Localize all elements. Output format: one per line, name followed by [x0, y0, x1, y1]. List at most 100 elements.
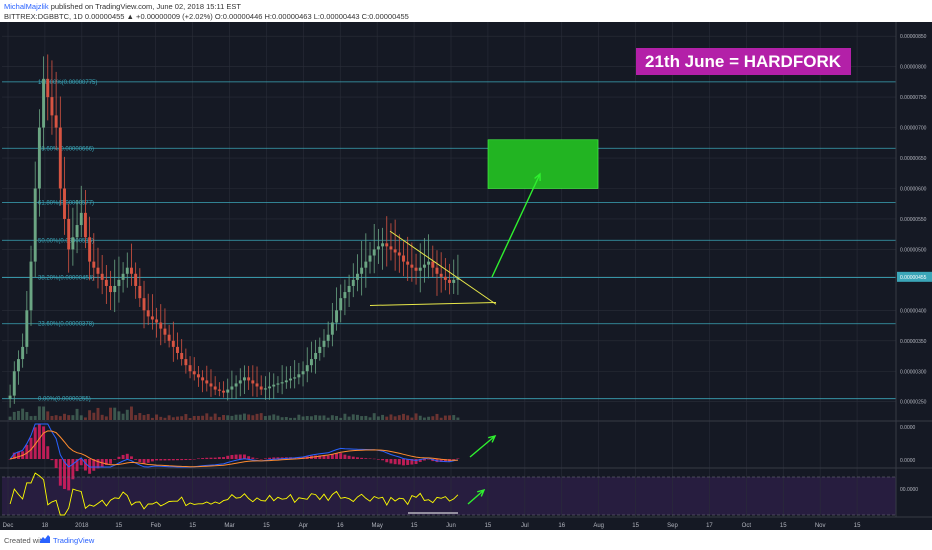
- volume-bar: [71, 415, 75, 420]
- candle-body: [322, 340, 326, 347]
- candle-body: [452, 279, 456, 283]
- author-link[interactable]: MichalMajzlik: [4, 2, 49, 11]
- volume-bar: [360, 416, 364, 420]
- ticker-line: BITTREX:DGBBTC, 1D 0.00000455 ▲ +0.00000…: [4, 12, 409, 21]
- candle-body: [397, 252, 401, 256]
- macd-histogram-bar: [217, 457, 221, 459]
- candle-body: [339, 298, 343, 311]
- volume-bar: [351, 414, 355, 420]
- rsi-arrow: [467, 489, 485, 505]
- candle-body: [176, 346, 179, 353]
- macd-histogram-bar: [67, 459, 71, 491]
- volume-bar: [8, 416, 12, 420]
- volume-bar: [16, 410, 20, 420]
- volume-bar: [117, 411, 121, 420]
- candle-body: [217, 389, 221, 391]
- macd-histogram-bar: [276, 457, 280, 459]
- volume-bar: [389, 414, 393, 420]
- volume-bar: [393, 416, 397, 420]
- candle-body: [142, 298, 146, 311]
- macd-histogram-bar: [113, 459, 117, 460]
- candle-body: [125, 267, 129, 274]
- candle-body: [272, 384, 276, 387]
- volume-bar: [376, 416, 380, 420]
- candle-body: [121, 273, 125, 280]
- volume-bar: [402, 413, 405, 420]
- volume-bar: [242, 413, 246, 420]
- volume-bar: [29, 416, 33, 420]
- candle-body: [259, 386, 263, 390]
- macd-histogram-bar: [121, 454, 125, 459]
- candle-body: [402, 255, 405, 262]
- volume-bar: [125, 409, 129, 420]
- triangle-upper-line: [389, 230, 497, 305]
- macd-histogram-bar: [42, 426, 46, 459]
- macd-histogram-bar: [364, 458, 368, 459]
- time-axis-label: Aug: [593, 523, 604, 529]
- volume-bar: [326, 417, 330, 420]
- volume-bar: [54, 415, 58, 420]
- volume-bar: [121, 413, 125, 420]
- candle-body: [389, 246, 393, 250]
- volume-bar: [171, 417, 175, 420]
- candle-body: [33, 188, 37, 262]
- macd-histogram-bar: [146, 459, 150, 463]
- macd-histogram-bar: [201, 458, 205, 459]
- macd-histogram-bar: [196, 458, 200, 459]
- candle-body: [8, 395, 12, 399]
- candle-body: [54, 115, 58, 128]
- volume-bar: [205, 413, 209, 420]
- fib-level-label: 0.00%(0.00000255): [38, 397, 91, 403]
- volume-bar: [209, 416, 213, 420]
- candle-body: [205, 380, 209, 384]
- macd-histogram-bar: [33, 427, 37, 459]
- candle-body: [29, 261, 33, 311]
- candle-body: [104, 279, 108, 286]
- time-axis-label: Apr: [299, 523, 308, 529]
- volume-bar: [368, 417, 372, 420]
- volume-bar: [226, 415, 230, 420]
- macd-histogram-bar: [452, 459, 456, 460]
- volume-bar: [176, 416, 179, 420]
- macd-histogram-bar: [150, 459, 154, 462]
- tradingview-brand[interactable]: TradingView: [53, 536, 95, 545]
- candle-body: [289, 378, 292, 381]
- macd-histogram-bar: [54, 459, 58, 468]
- volume-bar: [75, 408, 79, 420]
- chart-background: [0, 22, 932, 530]
- price-axis-label: 0.00000600: [900, 186, 927, 192]
- time-axis-label: 15: [263, 523, 270, 529]
- candle-body: [213, 386, 217, 390]
- macd-histogram-bar: [155, 459, 159, 461]
- candle-body: [435, 267, 439, 274]
- candle-body: [284, 380, 288, 383]
- macd-histogram-bar: [171, 459, 175, 461]
- macd-histogram-bar: [222, 457, 226, 459]
- fib-level-label: 38.20%(0.00000454): [38, 275, 94, 281]
- candle-body: [410, 264, 414, 268]
- macd-histogram-bar: [343, 454, 347, 459]
- macd-histogram-bar: [79, 459, 83, 466]
- candle-body: [242, 377, 246, 381]
- time-axis-label: Mar: [224, 523, 234, 529]
- time-axis-label: Jun: [446, 523, 456, 529]
- candle-body: [247, 377, 251, 381]
- chart-area[interactable]: Dec 18 2018 15 Feb 15 Mar 15 Apr 16 May 15 Jun 15 Jul 1…: [0, 22, 932, 530]
- macd-histogram-bar: [263, 458, 267, 459]
- volume-bar: [230, 415, 234, 420]
- macd-histogram-bar: [8, 459, 12, 460]
- candle-body: [418, 267, 422, 271]
- macd-histogram-bar: [213, 457, 217, 459]
- macd-histogram-bar: [83, 459, 87, 471]
- volume-bar: [372, 413, 376, 420]
- macd-histogram-bar: [138, 459, 142, 463]
- annotation-box: [636, 48, 851, 75]
- volume-bar: [414, 413, 418, 420]
- candle-body: [347, 285, 351, 293]
- volume-bar: [263, 416, 267, 420]
- rsi-axis-label: 00.0000: [900, 487, 918, 493]
- time-axis-label: 15: [854, 523, 861, 529]
- created-with-text: Created with: [4, 536, 47, 545]
- macd-histogram-bar: [381, 459, 385, 461]
- candle-body: [276, 383, 280, 385]
